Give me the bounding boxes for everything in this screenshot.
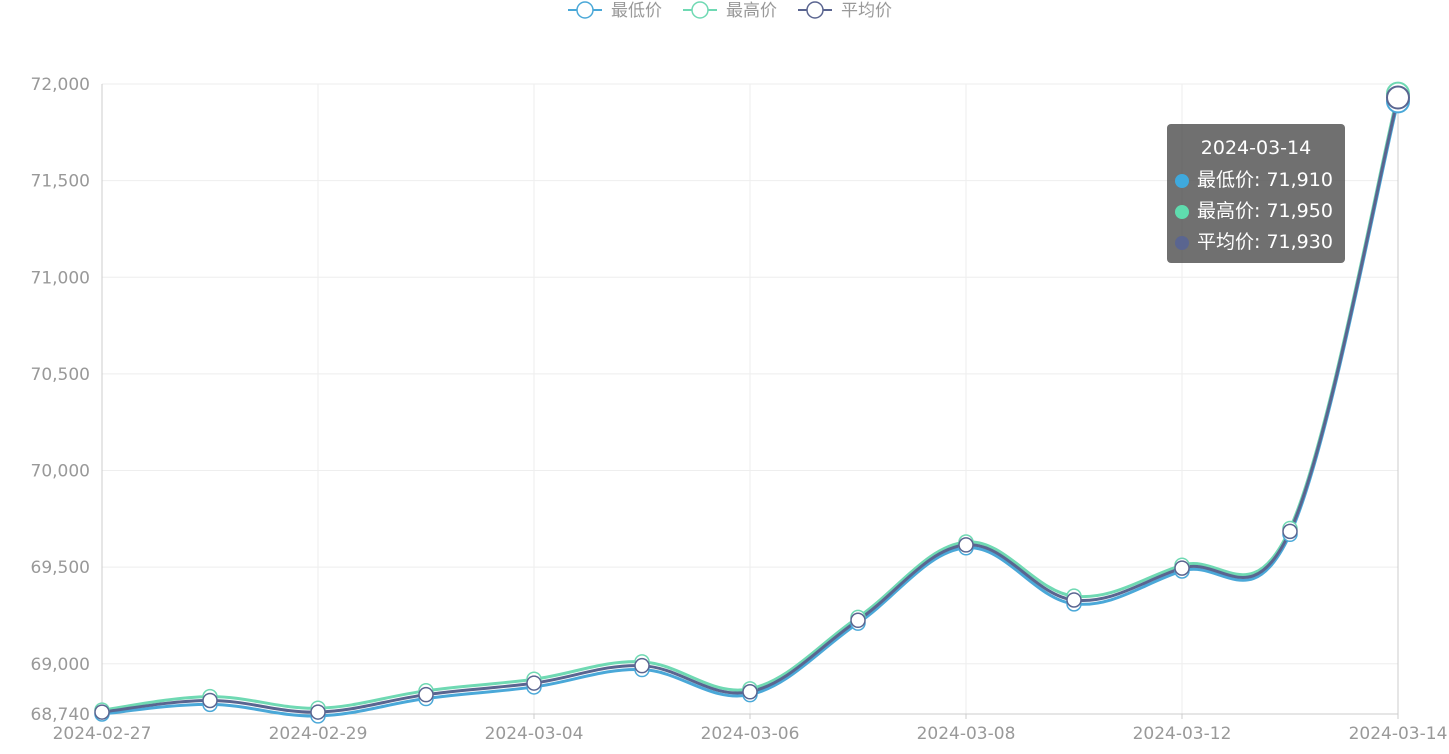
tooltip-value-avg: 71,930 [1266, 231, 1333, 253]
point-avg[interactable] [1386, 85, 1410, 110]
point-avg[interactable] [1282, 523, 1298, 540]
series-lines [101, 93, 1400, 718]
legend-item-high[interactable]: 最高价 [683, 1, 777, 21]
y-tick-label: 69,500 [31, 558, 90, 578]
point-avg[interactable] [634, 657, 650, 674]
x-tick-label: 2024-03-14 [1349, 724, 1448, 744]
point-avg[interactable] [418, 686, 434, 703]
tooltip-value-high: 71,950 [1266, 200, 1333, 222]
point-avg[interactable] [742, 684, 758, 700]
series-line-low[interactable] [101, 101, 1400, 718]
tooltip-title: 2024-03-14 [1200, 137, 1312, 159]
tooltip-dot-avg [1175, 235, 1189, 250]
point-avg[interactable] [850, 612, 866, 629]
data-points [94, 81, 1410, 724]
legend-label: 最高价 [726, 1, 777, 21]
series-line-high[interactable] [101, 93, 1400, 712]
axes: 68,740 69,000 69,500 70,000 70,500 71,000 71,5… [31, 75, 1448, 744]
x-tick-label: 2024-03-12 [1133, 724, 1232, 744]
x-tick-label: 2024-02-29 [269, 724, 368, 744]
y-tick-label: 70,500 [31, 365, 90, 385]
tooltip-row-high: 最高价: 71,950 [1175, 196, 1337, 227]
tooltip-value-low: 71,910 [1266, 169, 1333, 191]
tooltip-row-low: 最低价: 71,910 [1175, 165, 1337, 196]
legend-circle-icon [576, 1, 594, 19]
legend-label: 平均价 [841, 1, 892, 21]
y-tick-label: 72,000 [31, 75, 90, 95]
tooltip-name-low: 最低价 [1197, 169, 1255, 191]
legend-circle-icon [691, 1, 709, 19]
tooltip-dot-high [1175, 204, 1189, 219]
series-line-avg[interactable] [101, 97, 1400, 714]
y-tick-label: 68,740 [31, 705, 90, 725]
legend-label: 最低价 [611, 1, 662, 21]
tooltip-name-avg: 平均价 [1197, 231, 1255, 253]
legend[interactable]: 最低价 最高价 平均价 [568, 1, 892, 21]
x-tick-label: 2024-03-04 [485, 724, 584, 744]
point-avg[interactable] [202, 692, 218, 709]
legend-circle-icon [806, 1, 824, 19]
y-tick-label: 71,500 [31, 172, 90, 192]
point-avg[interactable] [1066, 592, 1082, 608]
legend-item-avg[interactable]: 平均价 [798, 1, 892, 21]
tooltip-dot-low [1175, 173, 1189, 188]
x-tick-label: 2024-03-06 [701, 724, 800, 744]
legend-item-low[interactable]: 最低价 [568, 1, 662, 21]
tooltip-row-avg: 平均价: 71,930 [1175, 227, 1337, 258]
y-tick-label: 69,000 [31, 655, 90, 675]
point-avg[interactable] [94, 704, 110, 720]
x-tick-label: 2024-03-08 [917, 724, 1016, 744]
y-tick-label: 71,000 [31, 268, 90, 288]
x-tick-label: 2024-02-27 [53, 724, 152, 744]
tooltip: 2024-03-14 最低价: 71,910 最高价: 71,950 平均价: … [1167, 124, 1345, 263]
y-tick-label: 70,000 [31, 462, 90, 482]
point-avg[interactable] [310, 704, 326, 720]
point-avg[interactable] [1174, 560, 1190, 576]
point-avg[interactable] [526, 675, 542, 691]
tooltip-name-high: 最高价 [1197, 200, 1255, 222]
point-avg[interactable] [958, 537, 974, 553]
